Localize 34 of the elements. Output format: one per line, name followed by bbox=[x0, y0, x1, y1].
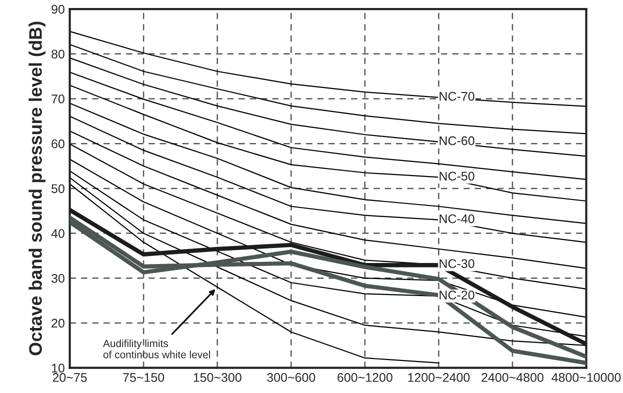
line-series bbox=[70, 44, 586, 134]
x-tick-label: 75~150 bbox=[123, 373, 164, 382]
annotation: NC-50 bbox=[440, 172, 474, 181]
x-tick-label: 150~300 bbox=[194, 373, 242, 382]
x-tick-label: 300~600 bbox=[267, 373, 316, 382]
x-tick-label: 20~75 bbox=[52, 373, 87, 382]
line-series bbox=[70, 130, 586, 269]
y-tick-label: 60 bbox=[52, 139, 64, 148]
annotation: Audifility limits of continous white level bbox=[103, 339, 210, 358]
annotation: NC-70 bbox=[440, 92, 474, 101]
annotation: NC-40 bbox=[440, 214, 474, 224]
y-tick-label: 20 bbox=[52, 318, 64, 328]
x-tick-label: 600~1200 bbox=[338, 373, 392, 382]
line-series bbox=[70, 84, 586, 202]
y-tick-label: 80 bbox=[52, 50, 64, 59]
annotation: NC-30 bbox=[440, 259, 474, 268]
y-tick-label: 70 bbox=[52, 94, 64, 104]
line-series bbox=[70, 30, 586, 107]
x-tick-label: 4800~10000 bbox=[552, 373, 621, 382]
line-series bbox=[70, 57, 586, 157]
x-tick-label: 1200~2400 bbox=[408, 373, 470, 382]
y-tick-label: 10 bbox=[52, 364, 64, 372]
y-tick-label: 90 bbox=[52, 4, 64, 14]
x-tick-label: 2400~4800 bbox=[482, 373, 544, 382]
line-series bbox=[70, 116, 586, 243]
y-tick-label: 50 bbox=[52, 184, 64, 194]
y-tick-label: 40 bbox=[51, 229, 64, 238]
y-axis-title: Octave band sound pressure level (dB) bbox=[28, 22, 46, 356]
line-series bbox=[70, 183, 440, 364]
annotation: NC-60 bbox=[440, 136, 474, 146]
annotation: NC-20 bbox=[440, 290, 474, 300]
y-tick-label: 30 bbox=[51, 274, 64, 283]
line-series bbox=[70, 72, 586, 180]
line-series bbox=[70, 102, 586, 224]
